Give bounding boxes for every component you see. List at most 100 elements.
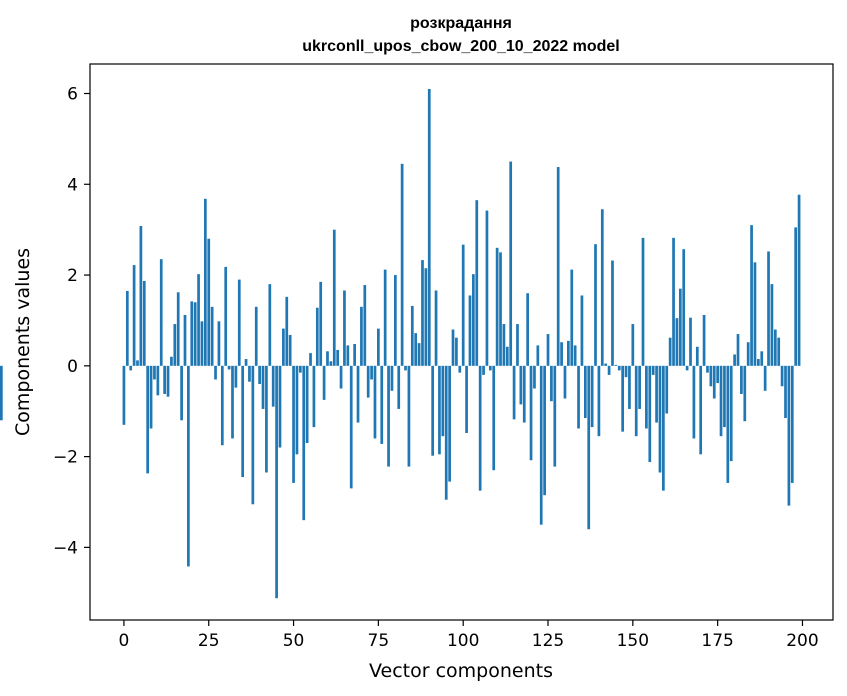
bar-component-116 <box>516 324 519 366</box>
bar-component-147 <box>621 365 625 432</box>
bar-component-50 <box>292 365 295 483</box>
bar-component-48 <box>285 296 289 366</box>
bar-component-196 <box>787 365 791 506</box>
bar-component-118 <box>522 365 526 423</box>
bar-component-62 <box>332 229 336 366</box>
bar-component-98 <box>455 337 458 366</box>
bar-component-161 <box>668 337 672 366</box>
bar-component-77 <box>383 269 387 366</box>
x-tick-label: 150 <box>617 631 649 651</box>
bar-component-117 <box>519 365 523 405</box>
bar-component-65 <box>343 290 346 366</box>
bar-component-49 <box>288 334 292 366</box>
bar-component-7 <box>146 365 150 474</box>
bar-component-163 <box>675 318 679 366</box>
bar-component-32 <box>231 365 234 439</box>
bar-component-86 <box>414 333 418 366</box>
bar-component-127 <box>553 365 557 467</box>
bar-component-37 <box>248 365 251 382</box>
bar-component-180 <box>733 354 736 366</box>
bar-component-187 <box>757 359 760 366</box>
bar-component-44 <box>271 365 275 407</box>
bar-component-189 <box>763 365 767 391</box>
bar-component-154 <box>645 365 648 429</box>
x-tick-label: 50 <box>283 631 305 651</box>
bar-component-23 <box>200 321 204 366</box>
bar-component-6 <box>142 280 146 366</box>
bar-component-169 <box>695 346 699 366</box>
bar-component-119 <box>526 293 530 366</box>
bar-component-53 <box>302 365 306 521</box>
bar-component-150 <box>631 324 635 366</box>
bar-component-133 <box>573 345 577 366</box>
bar-component-59 <box>322 365 326 400</box>
bar-component-42 <box>265 365 268 473</box>
y-tick-label: 2 <box>67 266 78 286</box>
bar-component-108 <box>488 365 492 371</box>
bar-component-199 <box>797 194 801 366</box>
bar-component-27 <box>214 365 217 380</box>
bar-component-34 <box>237 279 241 366</box>
bar-component-14 <box>170 356 173 366</box>
bar-component-47 <box>282 328 285 366</box>
bar-component-5 <box>139 226 143 366</box>
bar-component-57 <box>315 307 319 366</box>
bar-component-56 <box>312 365 316 428</box>
bar-component-74 <box>373 365 377 439</box>
bar-component-85 <box>410 305 414 366</box>
bar-component-124 <box>543 365 546 496</box>
bar-component-4 <box>136 360 139 366</box>
bar-component-140 <box>597 365 601 437</box>
x-tick-label: 200 <box>786 631 818 651</box>
bar-component-61 <box>329 361 333 366</box>
bar-component-12 <box>163 365 166 394</box>
bar-component-97 <box>451 329 455 366</box>
bar-component-179 <box>729 365 733 462</box>
y-tick-label: −4 <box>53 538 78 558</box>
y-axis-ticks: −4 −2 0 2 4 6 <box>53 85 90 558</box>
bar-component-11 <box>159 259 163 366</box>
bar-component-110 <box>495 247 499 366</box>
bars-group <box>0 88 801 599</box>
bar-component-185 <box>750 225 753 366</box>
bar-component-166 <box>685 365 689 371</box>
bar-component-162 <box>672 237 675 366</box>
bar-component-184 <box>746 342 750 366</box>
bar-component-101 <box>465 365 468 433</box>
bar-component-76 <box>380 365 384 444</box>
bar-component-81 <box>397 365 401 409</box>
bar-component-18 <box>183 314 187 366</box>
bar-component-158 <box>658 365 662 473</box>
bar-component-138 <box>590 365 594 428</box>
bar-component-8 <box>149 365 153 429</box>
bar-component-131 <box>567 340 570 366</box>
bar-component-103 <box>472 274 475 366</box>
bar-component-106 <box>482 365 485 375</box>
x-tick-label: 125 <box>532 631 564 651</box>
x-axis-label: Vector components <box>369 660 553 682</box>
bar-component-69 <box>356 365 360 423</box>
bar-component-26 <box>210 306 214 366</box>
bar-component-191 <box>770 284 774 366</box>
bar-component-3 <box>132 265 136 366</box>
bar-component-40 <box>258 365 261 384</box>
bar-component-88 <box>421 260 424 366</box>
bar-component-183 <box>743 365 747 422</box>
bar-component-102 <box>468 295 472 366</box>
bar-component-73 <box>370 365 373 380</box>
bar-component-157 <box>655 365 658 423</box>
bar-component-129 <box>560 342 563 366</box>
bar-component-155 <box>648 365 652 463</box>
bar-component-107 <box>485 210 489 366</box>
bar-component-0 <box>122 365 126 425</box>
bar-component-75 <box>377 328 380 366</box>
bar-component-143 <box>607 365 611 375</box>
bar-component-36 <box>244 359 248 366</box>
bar-component-109 <box>492 365 496 471</box>
bar-component-13 <box>166 365 170 397</box>
bar-component-178 <box>726 365 730 483</box>
bar-component-67 <box>349 365 353 489</box>
bar-component-168 <box>692 365 696 439</box>
bar-component-105 <box>478 365 482 491</box>
x-tick-label: 175 <box>701 631 733 651</box>
